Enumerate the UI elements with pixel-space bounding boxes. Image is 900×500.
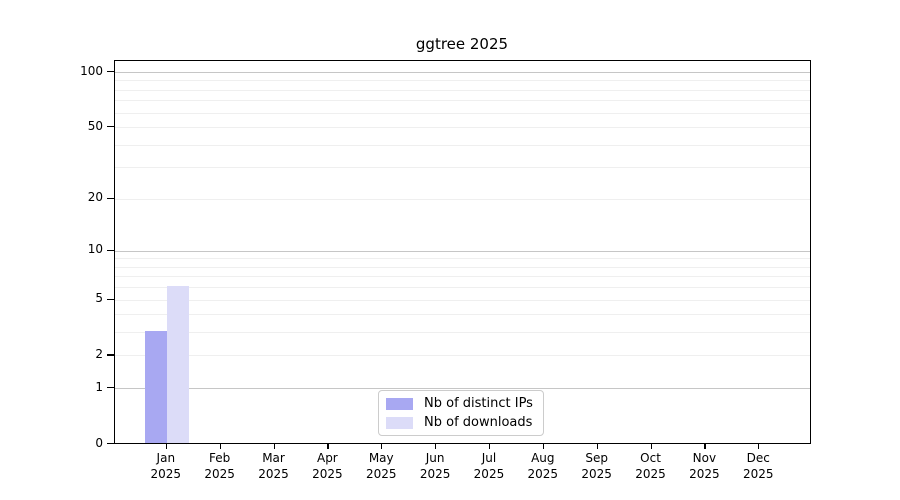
- x-tick-label: Apr 2025: [312, 451, 343, 481]
- legend-swatch-downloads: [386, 416, 413, 429]
- y-tick-mark: [107, 354, 114, 356]
- x-tick-label: Feb 2025: [204, 451, 235, 481]
- x-tick-mark: [435, 443, 437, 449]
- x-tick-mark: [327, 443, 329, 449]
- x-tick-label: Sep 2025: [581, 451, 612, 481]
- gridline-minor: [115, 287, 810, 289]
- x-tick-label: Oct 2025: [635, 451, 666, 481]
- x-tick-label: Aug 2025: [527, 451, 559, 481]
- y-tick-label: 100: [80, 63, 103, 78]
- bar-downloads: [166, 286, 189, 443]
- gridline-minor: [115, 276, 810, 278]
- chart-title: ggtree 2025: [415, 35, 509, 53]
- bar-distinct-ips: [144, 331, 167, 443]
- y-tick-label: 50: [87, 118, 103, 133]
- x-tick-mark: [542, 443, 544, 449]
- x-tick-label: Mar 2025: [258, 451, 289, 481]
- x-tick-mark: [650, 443, 652, 449]
- gridline-minor: [115, 314, 810, 316]
- gridline-minor: [115, 355, 810, 357]
- x-tick-mark: [219, 443, 221, 449]
- gridline-minor: [115, 332, 810, 334]
- y-tick-label: 5: [95, 291, 103, 306]
- gridline-minor: [115, 112, 810, 114]
- x-tick-mark: [488, 443, 491, 449]
- x-tick-mark: [596, 443, 598, 449]
- y-tick-mark: [107, 387, 114, 389]
- x-tick-mark: [381, 443, 383, 449]
- gridline-minor: [115, 258, 810, 260]
- legend-item: Nb of downloads: [386, 415, 536, 430]
- y-tick-mark: [107, 71, 114, 73]
- x-tick-label: Nov 2025: [689, 451, 720, 481]
- gridline-minor: [115, 80, 810, 82]
- legend-item-label: Nb of downloads: [424, 415, 533, 430]
- gridline-major: [115, 388, 810, 390]
- gridline-major: [115, 72, 810, 73]
- legend-item-label: Nb of distinct IPs: [424, 396, 533, 411]
- x-tick-mark: [758, 443, 760, 449]
- legend-item: Nb of distinct IPs: [386, 396, 536, 411]
- gridline-minor: [115, 198, 810, 200]
- y-tick-label: 1: [95, 379, 103, 394]
- gridline-minor: [115, 127, 810, 129]
- x-tick-label: Dec 2025: [742, 451, 774, 481]
- y-tick-mark: [107, 298, 114, 300]
- y-tick-label: 0: [95, 435, 103, 450]
- y-tick-label: 10: [87, 242, 103, 257]
- gridline-minor: [115, 299, 810, 301]
- gridline-major: [115, 250, 810, 252]
- legend: Nb of distinct IPs Nb of downloads: [378, 390, 544, 436]
- gridline-minor: [115, 100, 810, 102]
- y-tick-mark: [107, 197, 114, 199]
- x-tick-label: Jun 2025: [419, 451, 451, 481]
- x-tick-label: Jul 2025: [473, 451, 505, 481]
- y-tick-label: 2: [95, 346, 103, 361]
- x-tick-mark: [165, 443, 167, 449]
- x-tick-label: Jan 2025: [150, 451, 182, 481]
- x-tick-mark: [273, 443, 275, 449]
- y-tick-mark: [107, 126, 114, 128]
- plot-area: [114, 60, 811, 444]
- y-tick-mark: [107, 443, 114, 445]
- y-tick-mark: [107, 249, 114, 251]
- gridline-minor: [115, 144, 810, 146]
- gridline-minor: [115, 167, 810, 169]
- gridline-minor: [115, 266, 810, 268]
- legend-swatch-distinct-ips: [386, 397, 413, 410]
- gridline-minor: [115, 89, 810, 91]
- x-tick-mark: [704, 443, 706, 449]
- y-tick-label: 20: [87, 190, 103, 205]
- x-tick-label: May 2025: [365, 451, 397, 481]
